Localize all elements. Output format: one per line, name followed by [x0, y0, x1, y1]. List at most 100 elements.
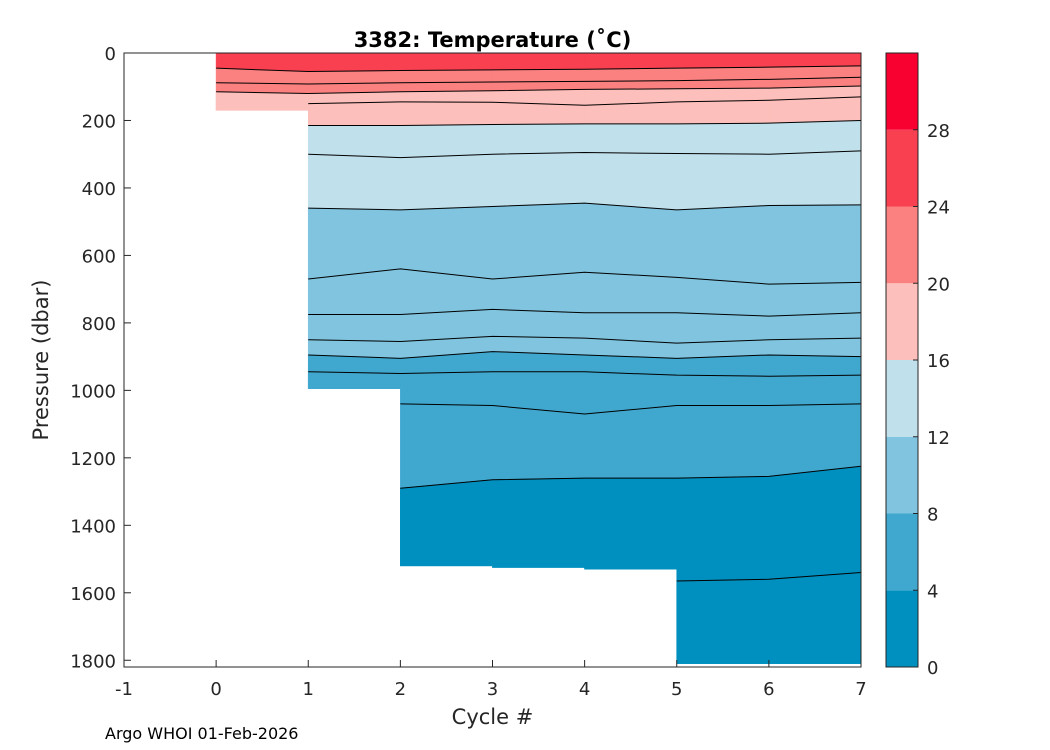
contour-band [768, 120, 861, 155]
y-tick-label: 1800 [70, 651, 116, 672]
colorbar-segment [886, 513, 918, 591]
x-tick-label: 5 [671, 679, 682, 700]
contour-band [768, 354, 861, 377]
x-tick-label: 2 [395, 679, 406, 700]
contour-band [768, 282, 861, 317]
contour-band [676, 87, 770, 103]
contour-band [584, 405, 678, 479]
contour-band [400, 53, 493, 71]
contour-band [768, 403, 861, 477]
contour-band [307, 371, 401, 389]
colorbar-tick-label: 16 [927, 351, 950, 372]
contour-fill-layer [215, 53, 861, 664]
colorbar-segment [886, 129, 918, 207]
contour-band [584, 477, 678, 570]
contour-band [676, 476, 770, 582]
contour-band [492, 309, 585, 339]
x-axis-label: Cycle # [452, 705, 534, 729]
footer-credit: Argo WHOI 01-Feb-2026 [105, 724, 299, 743]
colorbar-tick-label: 24 [927, 198, 950, 219]
contour-band [676, 53, 770, 69]
y-axis-label: Pressure (dbar) [29, 280, 53, 441]
contour-band [400, 206, 493, 280]
contour-band [400, 124, 493, 158]
colorbar-segment [886, 53, 918, 130]
isotherm-line-layer [216, 65, 861, 582]
isotherm-line [216, 85, 861, 94]
contour-band [400, 371, 493, 406]
contour-band [400, 69, 493, 83]
colorbar-segment [886, 436, 918, 514]
isotherm-line [216, 65, 861, 73]
y-tick-label: 1400 [70, 516, 116, 537]
y-tick-label: 200 [82, 111, 116, 132]
x-tick-label: 7 [855, 679, 866, 700]
colorbar-tick-label: 4 [927, 581, 938, 602]
contour-band [400, 101, 493, 126]
contour-band [492, 477, 585, 568]
contour-band [215, 91, 309, 111]
y-tick-label: 0 [105, 44, 116, 65]
isotherm-line [216, 76, 861, 85]
isotherm-line [308, 268, 861, 285]
isotherm-line [308, 202, 861, 211]
x-tick-label: 0 [210, 679, 221, 700]
isotherm-line [400, 403, 861, 415]
contour-band [676, 205, 770, 285]
isotherm-line [308, 96, 861, 106]
contour-band [676, 66, 770, 81]
contour-band [492, 123, 585, 155]
y-tick-label: 1200 [70, 449, 116, 470]
contour-band [307, 70, 401, 85]
contour-band [584, 123, 678, 154]
contour-band [768, 150, 861, 206]
contour-band [307, 207, 401, 280]
contour-band [584, 67, 678, 82]
x-tick-label: 4 [579, 679, 590, 700]
isotherm-line [308, 335, 861, 344]
contour-band [400, 403, 493, 489]
colorbar-tick-label: 12 [927, 428, 950, 449]
colorbar-segment [886, 283, 918, 360]
colorbar-tick-label: 0 [927, 658, 938, 679]
contour-band [307, 314, 401, 342]
contour-band [768, 204, 861, 285]
contour-band [307, 153, 401, 211]
contour-band [584, 80, 678, 90]
y-tick-label: 600 [82, 246, 116, 267]
contour-band [492, 101, 585, 125]
contour-band [676, 312, 770, 344]
axis-layer: -1 0 1 2 3 4 5 6 7 0 200 400 600 800 1000 1200 1400 1600 1… [70, 44, 867, 700]
contour-band [400, 309, 493, 342]
contour-band [492, 152, 585, 207]
contour-band [307, 53, 401, 72]
contour-band [676, 122, 770, 155]
colorbar: 0 4 8 12 16 20 24 28 [885, 52, 950, 679]
contour-band [768, 312, 861, 341]
contour-band [768, 337, 861, 357]
contour-band [768, 572, 861, 664]
colorbar-segment [886, 360, 918, 437]
x-tick-label: 1 [303, 679, 314, 700]
contour-band [768, 374, 861, 406]
contour-band [492, 68, 585, 83]
contour-band [768, 465, 861, 580]
contour-band [492, 53, 585, 71]
x-tick-label: 6 [763, 679, 774, 700]
contour-band [676, 374, 770, 406]
chart-title: 3382: Temperature (˚C) [354, 28, 632, 52]
colorbar-tick-label: 28 [927, 121, 950, 142]
y-tick-label: 400 [82, 179, 116, 200]
isotherm-line [308, 351, 861, 359]
colorbar-tick-label: 8 [927, 505, 938, 526]
contour-band [400, 90, 493, 103]
contour-band [584, 152, 678, 211]
contour-band [400, 81, 493, 93]
contour-band [584, 202, 678, 278]
x-tick-label: -1 [115, 679, 133, 700]
contour-band [768, 53, 861, 68]
isotherm-line [308, 371, 861, 377]
contour-band [676, 99, 770, 125]
colorbar-segment [886, 206, 918, 284]
